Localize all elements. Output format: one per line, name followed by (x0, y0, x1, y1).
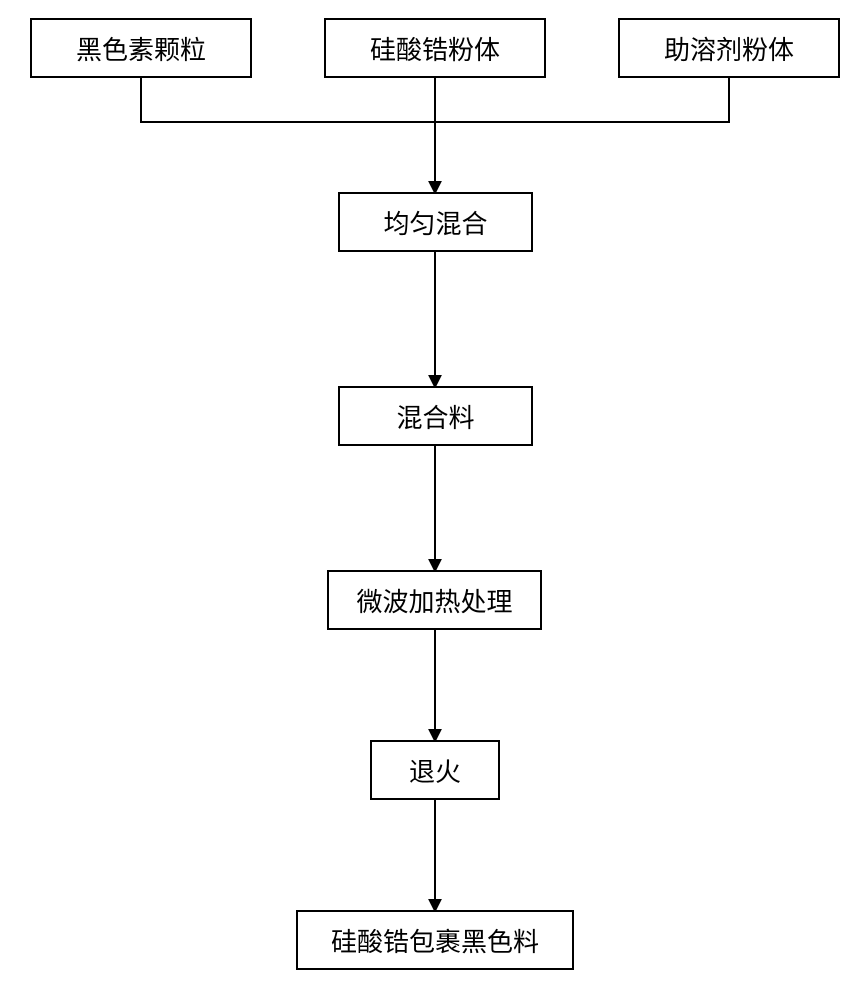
edge-bus-right (435, 78, 729, 122)
node-product: 硅酸锆包裹黑色料 (296, 910, 574, 970)
node-mixture: 混合料 (338, 386, 533, 446)
node-input-left: 黑色素颗粒 (30, 18, 252, 78)
flowchart-canvas: 黑色素颗粒 硅酸锆粉体 助溶剂粉体 均匀混合 混合料 微波加热处理 退火 硅酸锆… (0, 0, 868, 1000)
node-input-center: 硅酸锆粉体 (324, 18, 546, 78)
edges-layer (0, 0, 868, 1000)
node-input-right: 助溶剂粉体 (618, 18, 840, 78)
node-label: 均匀混合 (383, 204, 487, 241)
node-label: 退火 (409, 752, 461, 789)
node-label: 硅酸锆包裹黑色料 (331, 922, 539, 959)
node-label: 黑色素颗粒 (76, 30, 206, 67)
node-label: 混合料 (396, 398, 474, 435)
node-anneal: 退火 (370, 740, 500, 800)
edge-bus-left (141, 78, 435, 122)
node-microwave: 微波加热处理 (327, 570, 542, 630)
node-mix: 均匀混合 (338, 192, 533, 252)
node-label: 助溶剂粉体 (664, 30, 794, 67)
node-label: 微波加热处理 (356, 582, 512, 619)
node-label: 硅酸锆粉体 (370, 30, 500, 67)
